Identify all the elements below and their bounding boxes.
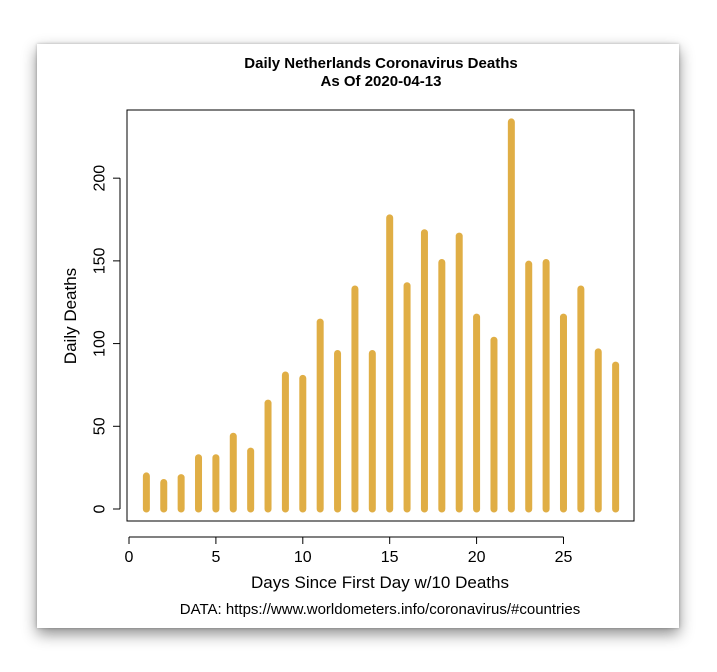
x-axis-label: Days Since First Day w/10 Deaths <box>251 573 509 592</box>
y-axis: 0 50 100 150 200 <box>92 165 121 513</box>
x-tick-label-10: 10 <box>294 549 312 566</box>
chart-subtitle: As Of 2020-04-13 <box>321 73 442 90</box>
x-tick-label-15: 15 <box>381 549 399 566</box>
x-tick-label-20: 20 <box>468 549 486 566</box>
y-tick-label-100: 100 <box>92 330 109 357</box>
x-axis: 0 5 10 15 20 25 <box>125 536 573 566</box>
y-tick-label-50: 50 <box>92 417 109 435</box>
chart-title: Daily Netherlands Coronavirus Deaths <box>244 55 517 72</box>
x-tick-label-0: 0 <box>125 549 134 566</box>
bars-group <box>142 118 620 513</box>
plot-frame <box>126 109 635 522</box>
y-tick-label-150: 150 <box>92 247 109 274</box>
y-tick-label-200: 200 <box>92 165 109 192</box>
x-tick-label-5: 5 <box>211 549 220 566</box>
x-tick-label-25: 25 <box>555 549 573 566</box>
data-source-caption: DATA: https://www.worldometers.info/coro… <box>180 601 580 618</box>
y-axis-label: Daily Deaths <box>61 268 80 364</box>
y-tick-label-0: 0 <box>92 504 109 513</box>
